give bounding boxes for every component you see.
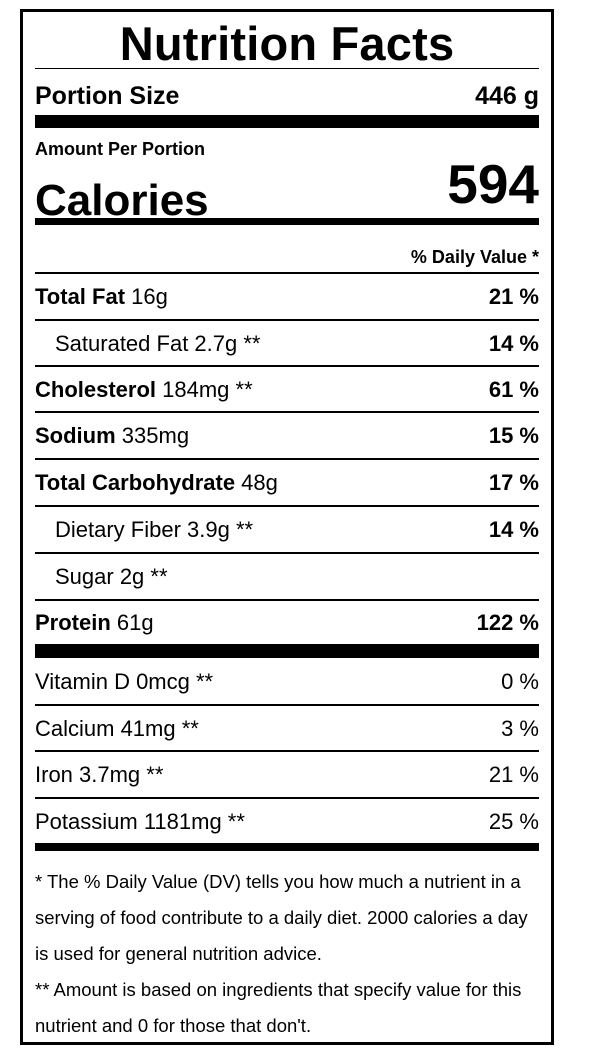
nutrient-dv: 21 % [488,284,539,309]
thick-divider [35,644,539,658]
divider [35,458,539,460]
portion-label: Portion Size [35,81,180,110]
nutrition-label: Nutrition Facts Portion Size 446 g Amoun… [20,9,554,1045]
amount-per-portion: Amount Per Portion [35,139,205,159]
divider [35,68,539,69]
nutrient-row: Saturated Fat 2.7g ** 14 % [35,321,539,366]
nutrient-row: Sodium 335mg 15 % [35,413,539,459]
nutrient-amount: 61g [110,610,154,635]
vitamin-name: Vitamin D 0mcg ** [35,668,214,694]
nutrient-dv: 17 % [488,470,539,495]
calories-label: Calories [35,176,209,225]
nutrient-row: Sugar 2g ** [35,554,539,600]
nutrient-name: Sugar 2g ** [55,564,168,589]
nutrient-name: Protein [35,610,111,635]
nutrient-dv: 122 % [476,610,539,635]
vitamin-dv: 25 % [488,808,539,834]
nutrient-name: Total Carbohydrate [35,470,236,495]
nutrient-row: Total Carbohydrate 48g 17 % [35,460,539,506]
divider [35,599,539,601]
nutrient-name: Cholesterol [35,376,157,402]
nutrient-amount: 335mg [115,423,190,448]
footnotes: * The % Daily Value (DV) tells you how m… [35,864,539,1044]
divider [35,411,539,413]
vitamin-dv: 3 % [501,715,539,741]
vitamin-row: Vitamin D 0mcg ** 0 % [35,658,539,705]
divider [35,797,539,799]
divider [35,365,539,367]
nutrient-name: Dietary Fiber 3.9g ** [55,517,254,542]
divider [35,505,539,507]
medium-divider [35,843,539,851]
medium-divider [35,218,539,225]
divider [35,750,539,752]
vitamin-name: Potassium 1181mg ** [35,808,245,834]
nutrient-dv: 15 % [488,423,539,448]
nutrient-row: Cholesterol 184mg ** 61 % [35,367,539,412]
portion-value: 446 g [475,81,539,110]
footnote-daily-value: * The % Daily Value (DV) tells you how m… [35,871,528,964]
nutrient-row: Protein 61g 122 % [35,601,539,645]
nutrient-name: Total Fat [35,284,126,309]
nutrient-amount: 48g [235,470,278,495]
vitamin-name: Calcium 41mg ** [35,715,199,741]
calories-value: 594 [447,153,539,215]
nutrient-dv: 14 % [488,330,539,356]
portion-row: Portion Size 446 g [35,76,539,116]
nutrient-name: Saturated Fat 2.7g ** [55,330,261,356]
vitamin-name: Iron 3.7mg ** [35,762,164,787]
divider [35,272,539,274]
nutrient-amount: 184mg ** [156,376,253,402]
vitamin-row: Calcium 41mg ** 3 % [35,706,539,751]
nutrient-row: Dietary Fiber 3.9g ** 14 % [35,507,539,553]
thick-divider [35,115,539,128]
footnote-amount: ** Amount is based on ingredients that s… [35,979,522,1036]
nutrient-dv: 14 % [488,517,539,542]
divider [35,319,539,321]
vitamin-row: Iron 3.7mg ** 21 % [35,752,539,798]
nutrient-name: Sodium [35,423,116,448]
nutrient-amount: 16g [125,284,168,309]
divider [35,704,539,706]
vitamin-dv: 0 % [501,668,539,694]
vitamin-dv: 21 % [488,762,539,787]
divider [35,552,539,554]
daily-value-header: % Daily Value * [410,247,539,267]
nutrient-row: Total Fat 16g 21 % [35,274,539,320]
vitamin-row: Potassium 1181mg ** 25 % [35,799,539,844]
nutrient-dv: 61 % [488,376,539,402]
label-title: Nutrition Facts [119,17,455,70]
